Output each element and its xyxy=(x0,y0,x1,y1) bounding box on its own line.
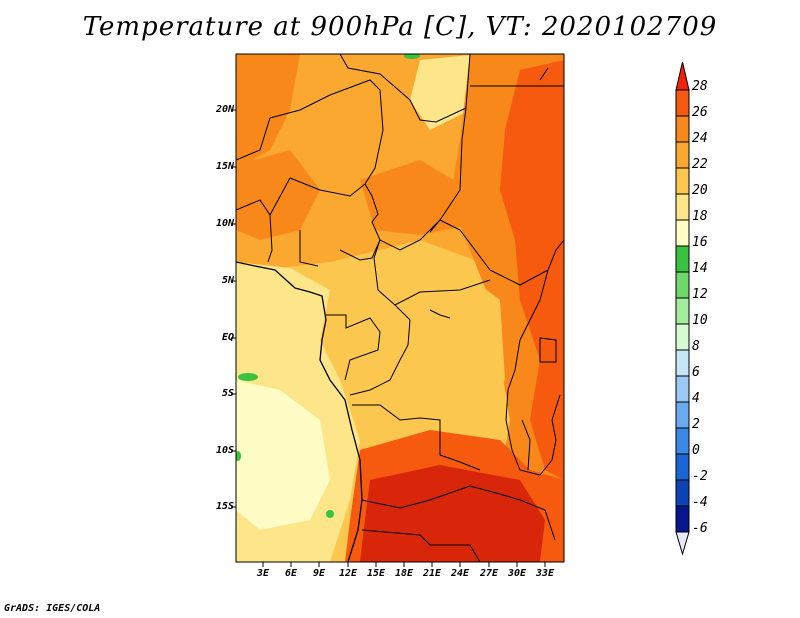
cool-spot-2 xyxy=(326,510,334,518)
colorbar-label: 22 xyxy=(692,157,708,172)
y-tick-label: 5N xyxy=(221,275,234,286)
border-angola-drc xyxy=(352,404,481,471)
border-niger xyxy=(269,79,384,185)
colorbar-swatch xyxy=(675,115,690,143)
colorbar-label: 18 xyxy=(692,209,708,224)
border-mali xyxy=(236,117,271,161)
country-borders xyxy=(236,54,564,562)
lake-tanganyika xyxy=(521,419,531,471)
colorbar-label: 2 xyxy=(692,417,700,432)
colorbar-swatch xyxy=(675,271,690,299)
lake-victoria xyxy=(539,337,557,363)
y-tick-label: 15N xyxy=(215,161,234,172)
colorbar-swatch xyxy=(675,61,690,91)
border-gabon-congo xyxy=(326,314,381,381)
colorbar-label: 20 xyxy=(692,183,708,198)
colorbar-label: 28 xyxy=(692,79,708,94)
red-sea-coast xyxy=(539,67,549,81)
colorbar-label: -4 xyxy=(692,495,708,510)
x-tick-label: 15E xyxy=(366,568,386,579)
field-northwest-hot xyxy=(236,54,300,170)
border-uganda xyxy=(519,269,549,341)
border-togo xyxy=(267,214,273,263)
x-tick-label: 6E xyxy=(284,568,298,579)
river-congo xyxy=(429,309,451,319)
x-tick-label: 9E xyxy=(312,568,326,579)
y-tick-label: EQ xyxy=(221,332,234,343)
colorbar-label: 14 xyxy=(692,261,708,276)
cool-spot-1 xyxy=(238,373,258,381)
border-nigeria-west xyxy=(299,230,319,267)
x-tick-label: 12E xyxy=(338,568,358,579)
coastline xyxy=(236,261,363,562)
y-tick-label: 15S xyxy=(215,501,234,512)
cool-spot-3 xyxy=(404,54,420,59)
colorbar-swatch xyxy=(675,89,690,117)
border-drc-east xyxy=(505,339,541,476)
border-car-south xyxy=(373,257,491,306)
border-car-north xyxy=(379,219,491,271)
x-tick-label: 18E xyxy=(394,568,414,579)
cool-spot-4 xyxy=(236,451,241,461)
colorbar-label: 24 xyxy=(692,131,708,146)
border-namibia-zambia xyxy=(361,485,556,541)
colorbar-swatch xyxy=(675,193,690,221)
border-nigeria-north xyxy=(289,177,366,197)
x-axis-ticks xyxy=(262,562,546,567)
colorbar-swatch xyxy=(675,453,690,481)
x-tick-label: 30E xyxy=(507,568,527,579)
colorbar-label: 6 xyxy=(692,365,700,380)
colorbar-swatch xyxy=(675,479,690,507)
y-axis-ticks xyxy=(231,109,236,508)
field-north-cool xyxy=(410,54,480,130)
temperature-field xyxy=(236,54,564,562)
border-burkina xyxy=(236,177,291,216)
border-nigeria-east xyxy=(339,239,381,261)
map-frame xyxy=(235,53,565,563)
colorbar-swatch xyxy=(675,401,690,429)
colorbar-swatch xyxy=(675,323,690,351)
x-tick-label: 21E xyxy=(422,568,442,579)
colorbar-swatch xyxy=(675,245,690,273)
border-congo-drc xyxy=(349,304,411,396)
colorbar-label: 16 xyxy=(692,235,708,250)
y-tick-label: 5S xyxy=(221,388,234,399)
field-atlantic-cool xyxy=(236,380,330,530)
colorbar-swatch xyxy=(675,375,690,403)
colorbar-swatch xyxy=(675,167,690,195)
colorbar-swatch xyxy=(675,505,690,533)
colorbar-swatch xyxy=(675,219,690,247)
x-tick-label: 33E xyxy=(535,568,555,579)
border-north xyxy=(236,54,471,123)
colorbar-swatch xyxy=(675,297,690,325)
field-congo-basin xyxy=(380,270,505,430)
colorbar-swatch xyxy=(675,141,690,169)
y-tick-label: 10S xyxy=(215,445,234,456)
footer-credit: GrADS: IGES/COLA xyxy=(4,603,101,614)
field-east-hot xyxy=(500,60,564,480)
colorbar-swatch xyxy=(675,427,690,455)
colorbar-label: 4 xyxy=(692,391,700,406)
field-west-hot xyxy=(236,150,320,240)
colorbar-label: -6 xyxy=(692,521,708,536)
colorbar-label: 0 xyxy=(692,443,700,458)
map-title: Temperature at 900hPa [C], VT: 202010270… xyxy=(82,12,718,42)
y-tick-label: 10N xyxy=(215,218,234,229)
colorbar-label: 8 xyxy=(692,339,700,354)
x-tick-label: 3E xyxy=(256,568,270,579)
colorbar-swatch xyxy=(675,349,690,377)
x-tick-label: 24E xyxy=(450,568,470,579)
colorbar xyxy=(675,61,690,556)
x-tick-label: 27E xyxy=(479,568,499,579)
border-botswana xyxy=(361,529,481,562)
colorbar-swatch xyxy=(675,531,690,556)
y-tick-label: 20N xyxy=(215,104,234,115)
field-south-hottest xyxy=(360,465,545,562)
colorbar-label: -2 xyxy=(692,469,708,484)
colorbar-label: 26 xyxy=(692,105,708,120)
colorbar-label: 10 xyxy=(692,313,708,328)
border-tanzania xyxy=(539,394,561,476)
colorbar-label: 12 xyxy=(692,287,708,302)
